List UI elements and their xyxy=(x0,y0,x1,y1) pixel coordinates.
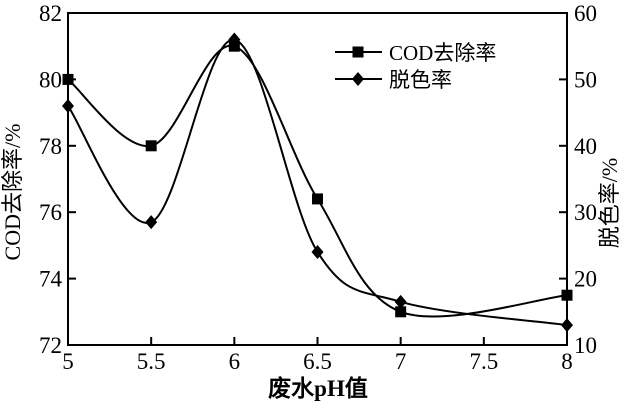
right-axis-tick-label: 30 xyxy=(574,200,597,225)
right-axis-tick-label: 20 xyxy=(574,267,597,292)
series-decolorization xyxy=(62,32,573,333)
legend-diamond-marker xyxy=(352,72,364,86)
square-marker xyxy=(312,193,323,205)
left-axis-tick-label: 74 xyxy=(39,267,63,292)
right-y-axis-label: 脱色率/% xyxy=(597,158,622,248)
diamond-marker xyxy=(311,245,324,260)
left-axis-tick-label: 82 xyxy=(39,1,62,26)
x-axis-tick-label: 7 xyxy=(395,349,407,374)
left-axis-tick-label: 72 xyxy=(39,333,62,358)
x-axis-tick-label: 5 xyxy=(62,349,74,374)
square-marker xyxy=(395,306,407,318)
diamond-marker xyxy=(394,294,407,309)
right-axis-tick-label: 40 xyxy=(574,134,597,159)
right-axis-tick-label: 10 xyxy=(574,333,597,358)
x-axis-tick-label: 8 xyxy=(561,349,573,374)
legend-label-decolorization: 脱色率 xyxy=(389,68,452,92)
data-series-layer xyxy=(62,32,573,333)
diamond-marker xyxy=(561,318,573,333)
series-line xyxy=(67,38,568,327)
diamond-marker xyxy=(228,32,241,47)
left-axis-tick-label: 76 xyxy=(39,200,62,225)
series-line xyxy=(67,45,568,318)
left-y-axis-label: COD去除率/% xyxy=(0,124,25,261)
legend-square-marker xyxy=(352,46,364,58)
right-axis-tick-label: 50 xyxy=(574,67,597,92)
x-axis-tick-label: 5.5 xyxy=(137,349,166,374)
diamond-marker xyxy=(62,98,74,113)
legend-label-cod-removal: COD去除率 xyxy=(389,41,496,65)
right-axis-tick-label: 60 xyxy=(574,1,597,26)
series-cod-removal xyxy=(62,40,573,318)
x-axis-label: 废水pH值 xyxy=(268,375,368,401)
square-marker xyxy=(145,140,157,152)
x-axis-tick-label: 7.5 xyxy=(469,349,498,374)
left-axis-tick-label: 80 xyxy=(39,67,62,92)
diamond-marker xyxy=(145,215,158,230)
legend-marker-samples xyxy=(335,46,382,86)
left-axis-tick-label: 78 xyxy=(39,134,62,159)
square-marker xyxy=(62,73,74,85)
square-marker xyxy=(561,289,573,301)
x-axis-tick-label: 6.5 xyxy=(303,349,332,374)
x-axis-tick-label: 6 xyxy=(229,349,241,374)
axes-layer: 72 74 76 78 80 82 10 20 30 40 50 60 5 5.5 6 6.5 7 7.5 8 xyxy=(39,1,597,374)
